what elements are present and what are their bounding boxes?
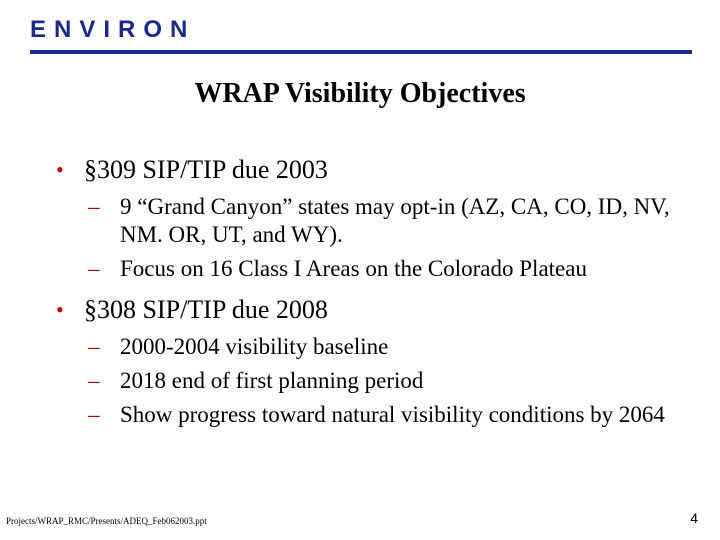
sub-bullet: 2018 end of first planning period: [84, 367, 676, 395]
slide-title: WRAP Visibility Objectives: [194, 78, 526, 109]
footer-path: Projects/WRAP_RMC/Presents/ADEQ_Feb06200…: [6, 516, 207, 526]
bullet: §308 SIP/TIP due 2008 2000-2004 visibilit…: [56, 295, 676, 429]
sub-bullet: Show progress toward natural visibility …: [84, 401, 676, 429]
logo: ENVIRON: [30, 16, 196, 43]
sub-list: 2000-2004 visibility baseline 2018 end of…: [84, 333, 676, 429]
bullet-list: §309 SIP/TIP due 2003 9 “Grand Canyon” st…: [56, 155, 676, 441]
sub-bullet: 2000-2004 visibility baseline: [84, 333, 676, 361]
sub-bullet: Focus on 16 Class I Areas on the Colorad…: [84, 255, 676, 283]
sub-bullet: 9 “Grand Canyon” states may opt-in (AZ, …: [84, 193, 676, 249]
bullet: §309 SIP/TIP due 2003 9 “Grand Canyon” st…: [56, 155, 676, 283]
bullet-text: §308 SIP/TIP due 2008: [84, 295, 328, 324]
bullet-text: §309 SIP/TIP due 2003: [84, 155, 328, 184]
sub-list: 9 “Grand Canyon” states may opt-in (AZ, …: [84, 193, 676, 283]
header-rule: [30, 50, 692, 54]
page-number: 4: [690, 510, 698, 526]
